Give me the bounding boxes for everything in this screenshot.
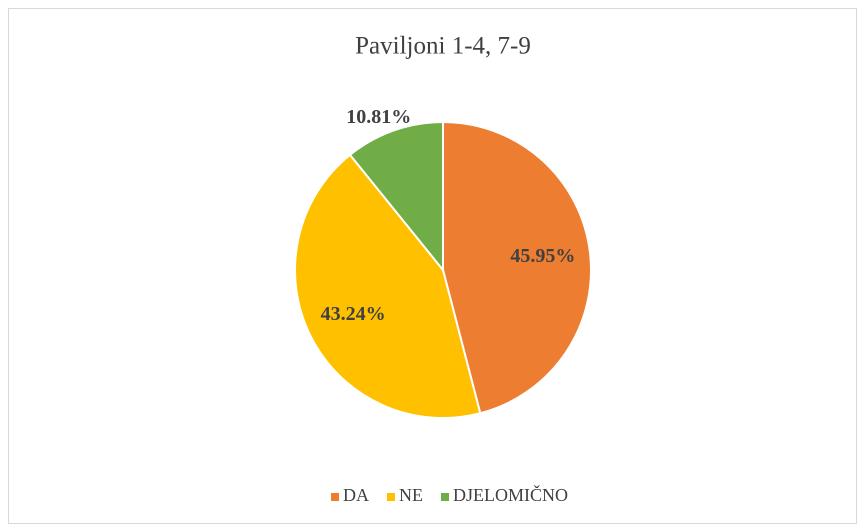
legend-swatch bbox=[441, 493, 449, 501]
pie-slice bbox=[442, 120, 592, 415]
data-label: 45.95% bbox=[510, 245, 575, 267]
data-label: 43.24% bbox=[321, 303, 386, 325]
legend-label: DJELOMIČNO bbox=[453, 484, 568, 505]
legend-swatch bbox=[387, 493, 395, 501]
legend-swatch bbox=[331, 493, 339, 501]
pie-slice bbox=[294, 153, 482, 419]
legend-label: NE bbox=[399, 485, 423, 505]
data-label: 10.81% bbox=[346, 106, 411, 128]
legend-label: DA bbox=[343, 485, 369, 505]
chart-title: Paviljoni 1-4, 7-9 bbox=[355, 33, 531, 60]
pie-slice bbox=[348, 120, 444, 273]
